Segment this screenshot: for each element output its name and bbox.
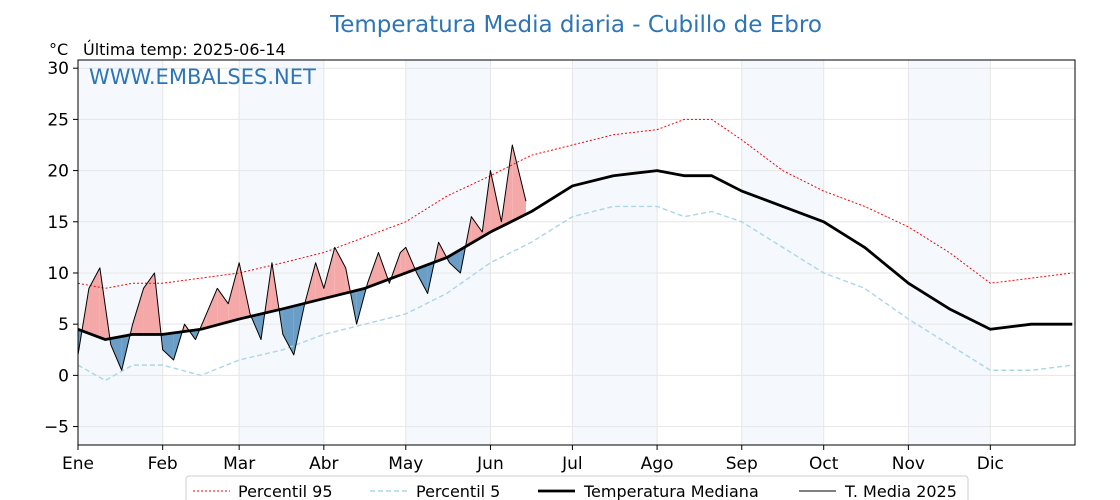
legend: Percentil 95 Percentil 5 Temperatura Med… xyxy=(185,475,969,500)
deviation-fill xyxy=(110,336,122,371)
last-temp-label: Última temp: 2025-06-14 xyxy=(83,40,286,59)
x-tick-label-may: May xyxy=(388,454,423,474)
deviation-fill xyxy=(132,288,144,335)
y-tick-label: 5 xyxy=(58,315,69,335)
series-line-percentil-5 xyxy=(77,205,1073,382)
plot-area: −5 0 5 10 15 20 25 30 Ene Feb Mar Abr May Jun Jul Ago Se… xyxy=(44,59,1076,474)
x-tick-label-ene: Ene xyxy=(62,454,94,474)
deviation-fill xyxy=(143,272,155,335)
y-tick-label: 0 xyxy=(58,366,69,386)
deviation-fill xyxy=(323,247,335,299)
y-tick-label: 30 xyxy=(47,59,69,79)
x-tick-label-jun: Jun xyxy=(476,454,504,474)
y-tick-label: 20 xyxy=(47,162,69,182)
deviation-fill xyxy=(512,144,526,222)
y-tick-label: 10 xyxy=(47,264,69,284)
x-tick-label-nov: Nov xyxy=(892,454,925,474)
x-tick-label-oct: Oct xyxy=(809,454,839,474)
legend-frame xyxy=(185,475,969,500)
month-band-jul xyxy=(572,60,658,445)
legend-label-p95: Percentil 95 xyxy=(238,482,333,500)
deviation-fill xyxy=(217,288,229,325)
series-line-percentil-95 xyxy=(77,118,1073,289)
deviation-fill xyxy=(471,216,483,244)
y-tick-label: 25 xyxy=(47,110,69,130)
x-tick-label-abr: Abr xyxy=(309,454,338,474)
unit-label: °C xyxy=(49,40,68,59)
month-band-nov xyxy=(908,60,991,445)
deviation-fill xyxy=(88,267,100,338)
x-tick-label-jul: Jul xyxy=(561,454,583,474)
x-tick-label-dic: Dic xyxy=(977,454,1004,474)
watermark-text: WWW.EMBALSES.NET xyxy=(89,65,316,89)
chart-title: Temperatura Media diaria - Cubillo de Eb… xyxy=(329,12,822,38)
deviation-fill xyxy=(282,306,294,355)
deviation-fill xyxy=(334,247,346,296)
deviation-fill xyxy=(228,262,240,322)
legend-label-2025: T. Media 2025 xyxy=(844,482,957,500)
series-line-t-media-2025 xyxy=(77,144,527,371)
month-band-mar xyxy=(239,60,324,445)
series-line-temperatura-mediana xyxy=(77,169,1073,341)
y-tick-label: 15 xyxy=(47,213,69,233)
legend-label-p5: Percentil 5 xyxy=(416,482,500,500)
deviation-fill xyxy=(400,247,406,276)
deviation-fill xyxy=(162,332,174,361)
deviation-fill xyxy=(490,170,502,233)
deviation-fill xyxy=(206,288,218,328)
x-tick-label-mar: Mar xyxy=(223,454,255,474)
x-tick-label-feb: Feb xyxy=(148,454,178,474)
x-tick-label-ago: Ago xyxy=(641,454,674,474)
month-band-ene xyxy=(78,60,163,445)
legend-label-median: Temperatura Mediana xyxy=(583,482,759,500)
deviation-fill xyxy=(416,264,428,294)
month-band-sep xyxy=(741,60,824,445)
deviation-fill xyxy=(315,262,324,301)
y-tick-label: −5 xyxy=(44,418,69,438)
plot-frame xyxy=(77,59,1076,446)
month-band-may xyxy=(405,60,491,445)
x-tick-label-sep: Sep xyxy=(726,454,758,474)
